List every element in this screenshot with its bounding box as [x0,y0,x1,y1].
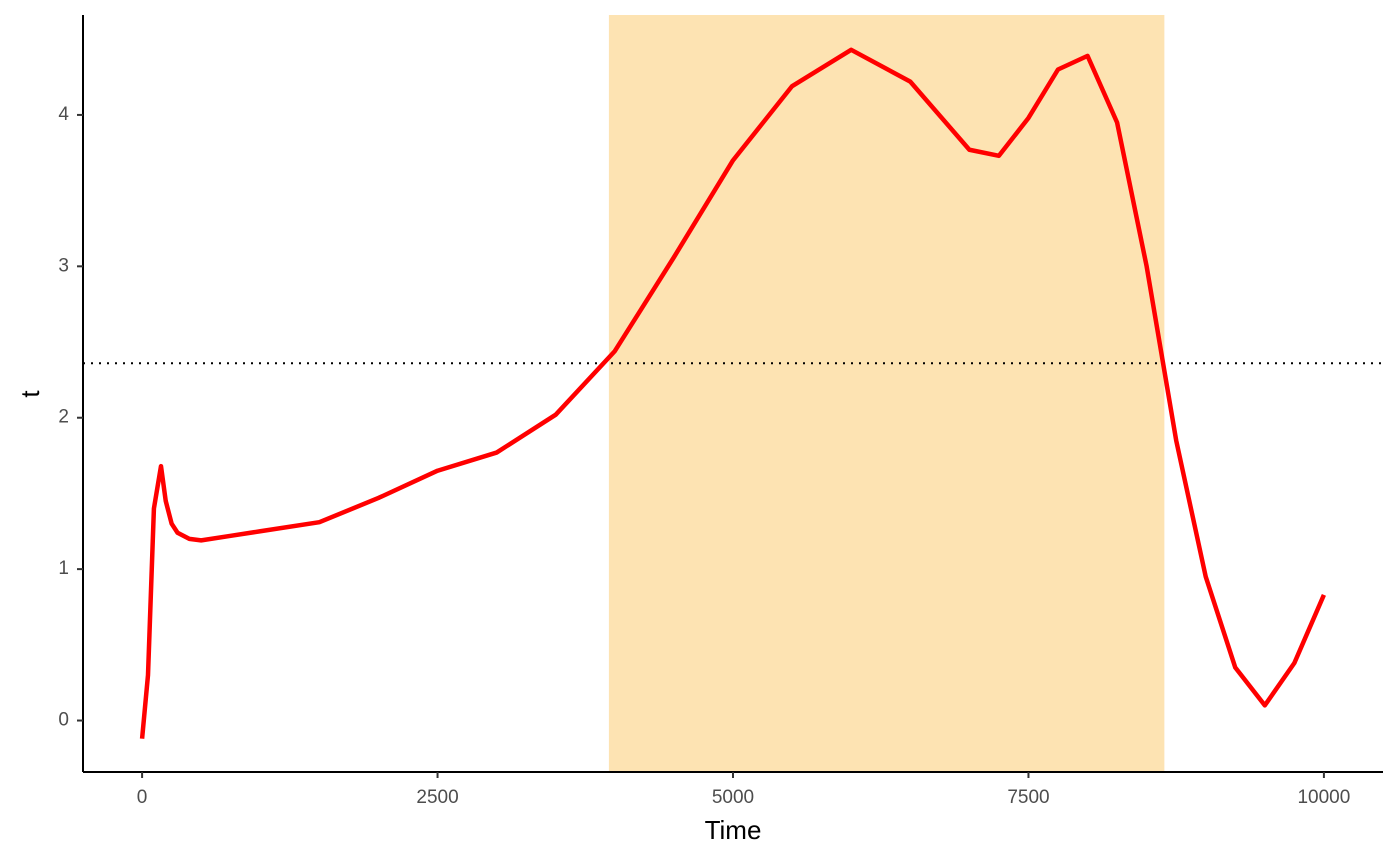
y-tick-label: 3 [58,255,69,276]
y-tick-label: 4 [58,104,69,125]
x-axis-title: Time [705,815,762,845]
y-axis-title: t [15,390,45,398]
y-tick-label: 2 [58,407,69,428]
series-line [139,47,1326,739]
x-tick-label: 2500 [416,787,458,808]
highlight-band [608,15,1165,772]
y-tick-label: 1 [58,558,69,579]
x-tick-label: 5000 [712,787,754,808]
x-tick-label: 0 [137,787,148,808]
x-tick-label: 10000 [1297,787,1350,808]
x-tick-label: 7500 [1007,787,1049,808]
y-tick-label: 0 [58,710,69,731]
